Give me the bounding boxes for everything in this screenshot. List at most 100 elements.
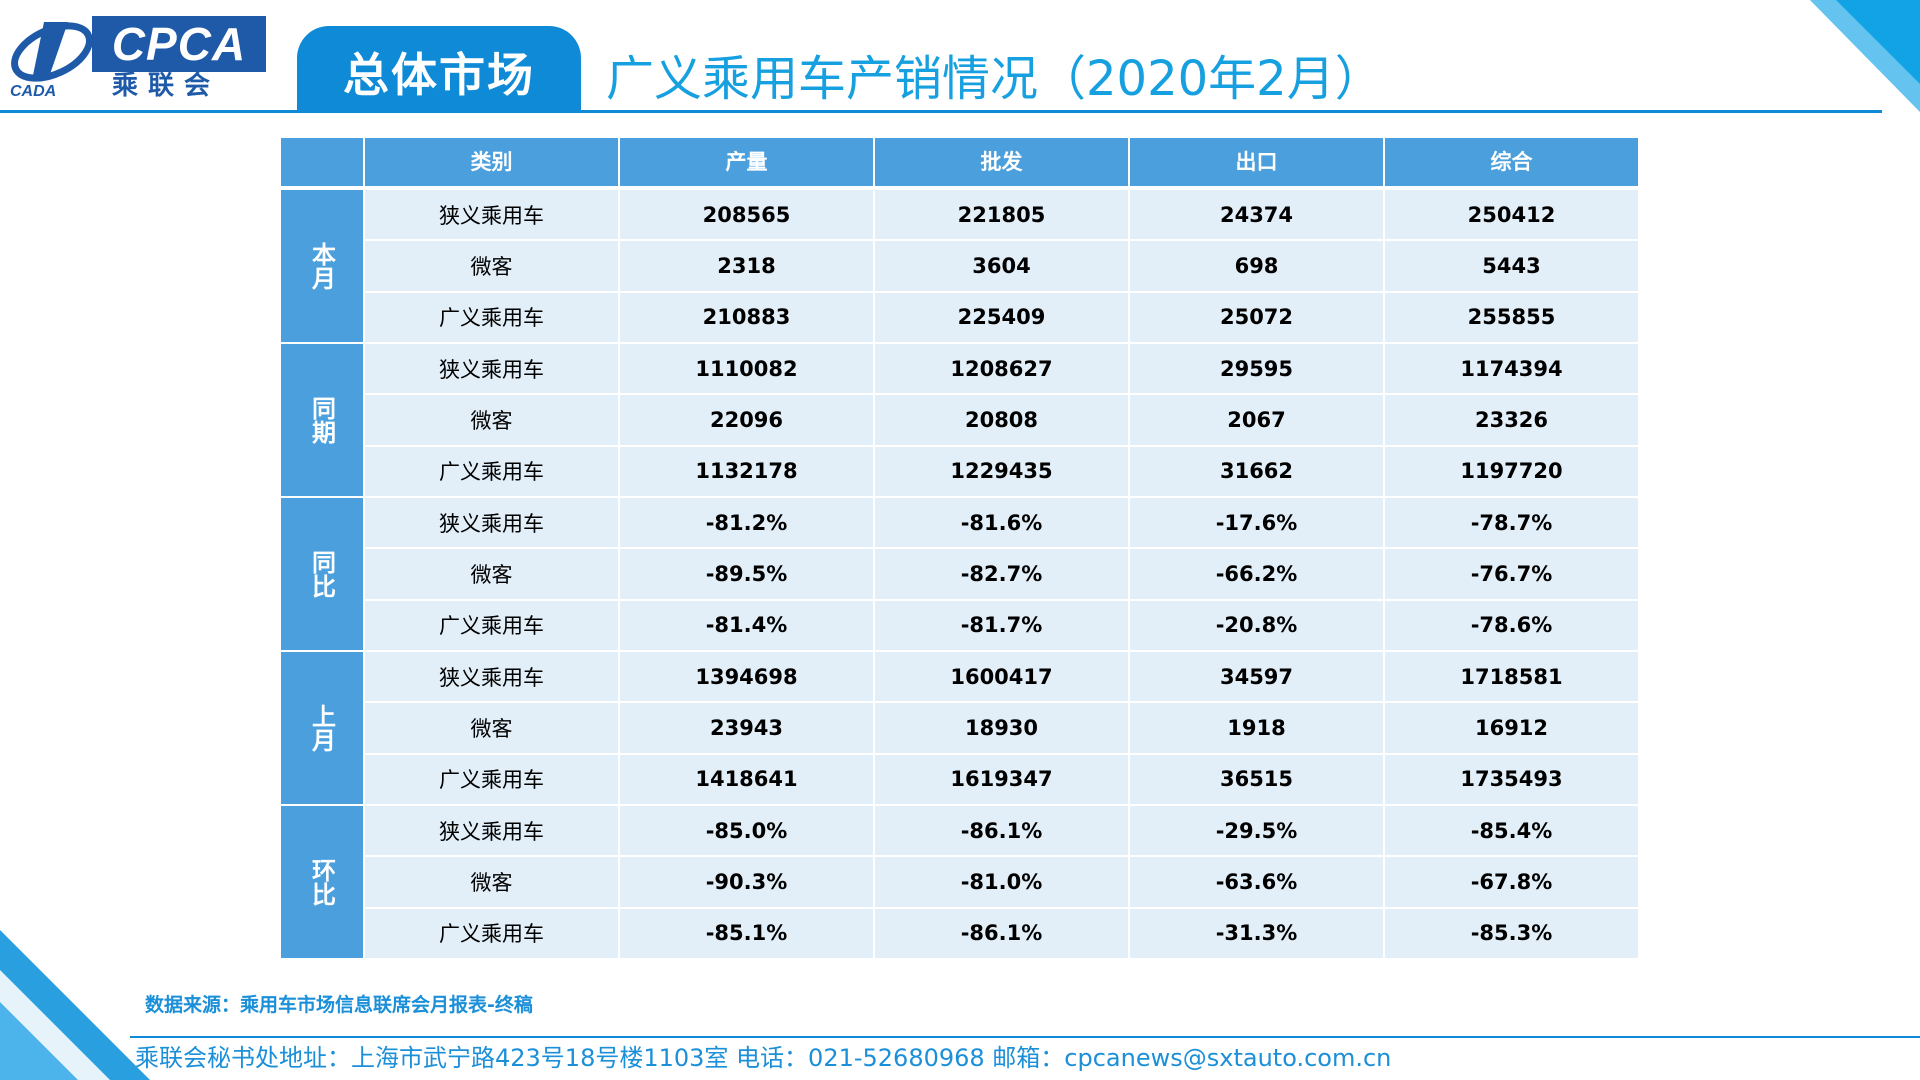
table-cell: 广义乘用车	[365, 292, 618, 342]
corner-decoration-bottom-left	[0, 930, 150, 1080]
header-export: 出口	[1130, 138, 1383, 186]
table-cell: -29.5%	[1130, 805, 1383, 856]
table-cell: 2318	[620, 241, 873, 291]
group-label: 同比	[281, 497, 363, 650]
table-cell: 250412	[1385, 190, 1638, 240]
table-cell: 698	[1130, 241, 1383, 291]
table-cell: -81.6%	[875, 497, 1128, 548]
table-cell: 34597	[1130, 651, 1383, 702]
table-cell: 1918	[1130, 703, 1383, 753]
table-header-row: 类别 产量 批发 出口 综合	[281, 138, 1640, 186]
table-cell: 狭义乘用车	[365, 497, 618, 548]
table-cell: -20.8%	[1130, 600, 1383, 650]
table-cell: 狭义乘用车	[365, 190, 618, 240]
table-cell: 1600417	[875, 651, 1128, 702]
table-cell: 微客	[365, 395, 618, 445]
table-cell: 1229435	[875, 446, 1128, 496]
table-cell: 2067	[1130, 395, 1383, 445]
table-row: 广义乘用车 210883 225409 25072 255855	[365, 292, 1640, 342]
group-label: 同期	[281, 343, 363, 496]
table-cell: 微客	[365, 549, 618, 599]
table-cell: -89.5%	[620, 549, 873, 599]
group-label: 环比	[281, 805, 363, 958]
section-tab: 总体市场	[297, 26, 581, 112]
table-cell: 23943	[620, 703, 873, 753]
table-cell: 3604	[875, 241, 1128, 291]
table-group: 本月 狭义乘用车 208565 221805 24374 250412 微客 2…	[281, 190, 1640, 342]
table-group: 同比 狭义乘用车 -81.2% -81.6% -17.6% -78.7% 微客 …	[281, 497, 1640, 650]
table-cell: 221805	[875, 190, 1128, 240]
table-cell: 20808	[875, 395, 1128, 445]
table-cell: 1394698	[620, 651, 873, 702]
table-cell: 16912	[1385, 703, 1638, 753]
table-cell: 1208627	[875, 343, 1128, 394]
table-cell: 微客	[365, 703, 618, 753]
table-cell: 24374	[1130, 190, 1383, 240]
table-cell: -17.6%	[1130, 497, 1383, 548]
table-cell: 1418641	[620, 754, 873, 804]
table-cell: 31662	[1130, 446, 1383, 496]
table-cell: -78.7%	[1385, 497, 1638, 548]
table-cell: 1735493	[1385, 754, 1638, 804]
table-cell: -85.3%	[1385, 908, 1638, 958]
table-row: 微客 22096 20808 2067 23326	[365, 395, 1640, 445]
table-row: 狭义乘用车 1394698 1600417 34597 1718581	[365, 651, 1640, 702]
table-cell: 5443	[1385, 241, 1638, 291]
table-row: 狭义乘用车 -81.2% -81.6% -17.6% -78.7%	[365, 497, 1640, 548]
table-cell: 1718581	[1385, 651, 1638, 702]
cada-emblem-icon: CADA	[10, 22, 93, 98]
table-cell: 1132178	[620, 446, 873, 496]
table-cell: -66.2%	[1130, 549, 1383, 599]
table-row: 微客 -89.5% -82.7% -66.2% -76.7%	[365, 549, 1640, 599]
table-row: 狭义乘用车 1110082 1208627 29595 1174394	[365, 343, 1640, 394]
header-total: 综合	[1385, 138, 1638, 186]
table-cell: -81.2%	[620, 497, 873, 548]
logo-block	[92, 16, 266, 72]
table-cell: 23326	[1385, 395, 1638, 445]
group-label: 上月	[281, 651, 363, 804]
table-cell: -81.4%	[620, 600, 873, 650]
table-cell: -90.3%	[620, 857, 873, 907]
data-source-note: 数据来源：乘用车市场信息联席会月报表-终稿	[145, 994, 533, 1016]
logo-cn-text: 乘联会	[112, 71, 221, 101]
table-cell: -82.7%	[875, 549, 1128, 599]
table-cell: 广义乘用车	[365, 600, 618, 650]
corner-decoration-top-right	[1810, 0, 1920, 112]
table-row: 微客 23943 18930 1918 16912	[365, 703, 1640, 753]
table-cell: 广义乘用车	[365, 908, 618, 958]
cpca-logo: CADA CPCA 乘联会	[4, 10, 266, 101]
table-cell: 25072	[1130, 292, 1383, 342]
table-cell: 255855	[1385, 292, 1638, 342]
header-wholesale: 批发	[875, 138, 1128, 186]
table-cell: 208565	[620, 190, 873, 240]
table-cell: 广义乘用车	[365, 754, 618, 804]
table-group: 环比 狭义乘用车 -85.0% -86.1% -29.5% -85.4% 微客 …	[281, 805, 1640, 958]
table-cell: -63.6%	[1130, 857, 1383, 907]
table-row: 狭义乘用车 -85.0% -86.1% -29.5% -85.4%	[365, 805, 1640, 856]
table-group: 上月 狭义乘用车 1394698 1600417 34597 1718581 微…	[281, 651, 1640, 804]
table-row: 狭义乘用车 208565 221805 24374 250412	[365, 190, 1640, 240]
table-group: 同期 狭义乘用车 1110082 1208627 29595 1174394 微…	[281, 343, 1640, 496]
table-cell: 微客	[365, 857, 618, 907]
header-corner-cell	[281, 138, 363, 186]
group-label: 本月	[281, 190, 363, 342]
header-production: 产量	[620, 138, 873, 186]
table-cell: -85.1%	[620, 908, 873, 958]
table-cell: -81.0%	[875, 857, 1128, 907]
table-cell: -31.3%	[1130, 908, 1383, 958]
table-cell: 微客	[365, 241, 618, 291]
table-cell: -76.7%	[1385, 549, 1638, 599]
page-title: 广义乘用车产销情况（2020年2月）	[606, 51, 1383, 107]
table-cell: -86.1%	[875, 908, 1128, 958]
table-cell: 狭义乘用车	[365, 805, 618, 856]
header-category: 类别	[365, 138, 618, 186]
footer-contact: 乘联会秘书处地址：上海市武宁路423号18号楼1103室 电话：021-5268…	[135, 1044, 1392, 1072]
table-cell: -85.0%	[620, 805, 873, 856]
table-cell: 1174394	[1385, 343, 1638, 394]
table-cell: 18930	[875, 703, 1128, 753]
table-cell: 狭义乘用车	[365, 651, 618, 702]
table-row: 广义乘用车 -81.4% -81.7% -20.8% -78.6%	[365, 600, 1640, 650]
table-row: 微客 2318 3604 698 5443	[365, 241, 1640, 291]
logo-en-text: CPCA	[111, 18, 247, 70]
table-cell: 1110082	[620, 343, 873, 394]
